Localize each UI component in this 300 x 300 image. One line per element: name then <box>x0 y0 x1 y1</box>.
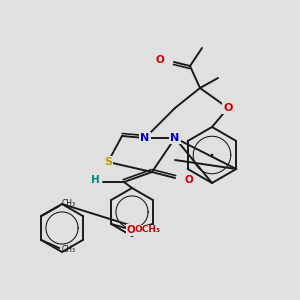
Text: O: O <box>126 225 135 235</box>
Text: OCH₃: OCH₃ <box>134 226 160 235</box>
Text: N: N <box>170 133 180 143</box>
Text: O: O <box>184 175 194 185</box>
Text: CH₃: CH₃ <box>61 245 75 254</box>
Text: O: O <box>156 55 164 65</box>
Text: H: H <box>91 175 99 185</box>
Text: N: N <box>140 133 150 143</box>
Text: O: O <box>223 103 233 113</box>
Text: CH₃: CH₃ <box>61 200 75 208</box>
Text: S: S <box>104 157 112 167</box>
